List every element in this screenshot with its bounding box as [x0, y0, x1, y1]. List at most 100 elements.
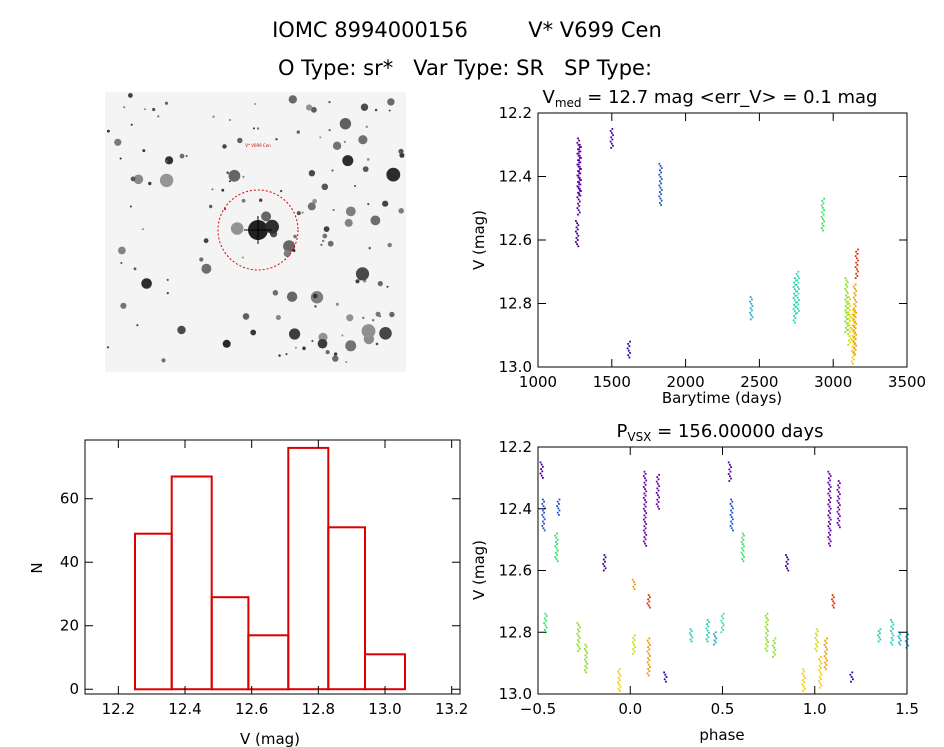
lightcurve-point [578, 183, 581, 185]
phased-point [820, 656, 822, 658]
phased-point [827, 492, 830, 495]
phased-point [644, 510, 646, 512]
lightcurve-point [793, 292, 796, 295]
phased-point [832, 600, 835, 603]
field-star [241, 198, 246, 203]
phased-point [731, 522, 734, 525]
lightcurve-point [577, 181, 579, 183]
phased-point [556, 532, 558, 535]
phased-point [644, 505, 647, 508]
phased-point [558, 514, 560, 516]
phased-point [802, 674, 805, 677]
lightcurve-point [847, 317, 850, 320]
phased-point [731, 511, 734, 514]
phased-xtick-label: −0.5 [520, 700, 556, 718]
phased-point [801, 672, 804, 675]
phased-point [556, 549, 559, 552]
phased-point [663, 671, 665, 674]
phased-point [665, 680, 667, 683]
phased-point [554, 556, 557, 558]
phased-point [827, 536, 830, 538]
phased-point [619, 674, 622, 677]
phased-point [828, 542, 830, 545]
lightcurve-point [580, 168, 582, 170]
phased-point [555, 551, 557, 554]
lightcurve-point [660, 182, 662, 185]
phased-point [578, 626, 581, 629]
lightcurve-ytick-label: 12.4 [499, 168, 532, 186]
phased-point [647, 668, 649, 670]
lightcurve-point [578, 168, 581, 170]
lightcurve-xtick-label: 2000 [667, 373, 705, 391]
phased-point [823, 644, 826, 646]
phased-point [764, 647, 767, 650]
phased-point [715, 637, 718, 640]
lightcurve-point [578, 181, 581, 184]
field-star [323, 226, 330, 233]
phased-point [642, 507, 645, 510]
phased-point [631, 578, 634, 581]
histogram-xtick-label: 12.4 [168, 700, 201, 718]
target-circle [217, 189, 299, 271]
lightcurve-point [610, 136, 613, 139]
lightcurve-point [847, 300, 850, 303]
lightcurve-point [578, 194, 581, 196]
phased-point [803, 681, 806, 684]
phased-point [706, 634, 708, 636]
phased-point [604, 560, 606, 563]
field-star [152, 107, 156, 112]
phased-point [890, 625, 893, 628]
phased-point [690, 640, 693, 643]
lightcurve-point [853, 335, 856, 338]
phased-point [649, 655, 651, 657]
phased-point [647, 594, 650, 597]
phased-point [542, 477, 544, 479]
phased-point [556, 553, 558, 556]
phased-point [556, 560, 559, 563]
phased-point [785, 565, 787, 567]
lightcurve-point [851, 324, 854, 326]
lightcurve-point [580, 146, 582, 148]
lightcurve-point [577, 152, 580, 155]
lightcurve-point [796, 296, 799, 299]
phased-point [656, 498, 659, 501]
lightcurve-point [820, 216, 823, 218]
phased-point [543, 511, 545, 514]
phased-point [824, 646, 827, 649]
phased-point [577, 628, 579, 631]
phased-point [904, 640, 907, 642]
lightcurve-point [854, 309, 856, 312]
phased-point [646, 661, 649, 664]
lightcurve-xtick-label: 2500 [740, 373, 778, 391]
field-star [342, 155, 354, 167]
field-star [365, 125, 368, 128]
phased-point [825, 653, 828, 655]
phased-point [655, 503, 658, 506]
lightcurve-point [659, 197, 662, 200]
phased-point [764, 615, 767, 617]
lightcurve-ytick-label: 13.0 [499, 358, 532, 376]
lightcurve-point [847, 339, 850, 342]
phased-point [766, 612, 769, 615]
lightcurve-point [792, 297, 795, 299]
lightcurve-point [853, 314, 856, 316]
histogram-bar [170, 475, 213, 691]
field-star [328, 100, 331, 104]
field-star [346, 314, 354, 322]
lightcurve-point [846, 313, 849, 316]
lightcurve-point [855, 322, 858, 325]
field-star [328, 128, 331, 132]
phased-point [721, 626, 723, 629]
lightcurve-point [823, 209, 825, 211]
lightcurve-point [847, 311, 850, 314]
phased-point [577, 649, 579, 652]
field-star [311, 340, 314, 342]
phased-point [730, 498, 732, 501]
phased-point [714, 635, 716, 638]
phased-title-prefix: P [617, 421, 628, 442]
field-star [325, 350, 330, 355]
field-star [398, 148, 404, 154]
phased-point [828, 499, 830, 501]
phased-point [787, 569, 790, 572]
